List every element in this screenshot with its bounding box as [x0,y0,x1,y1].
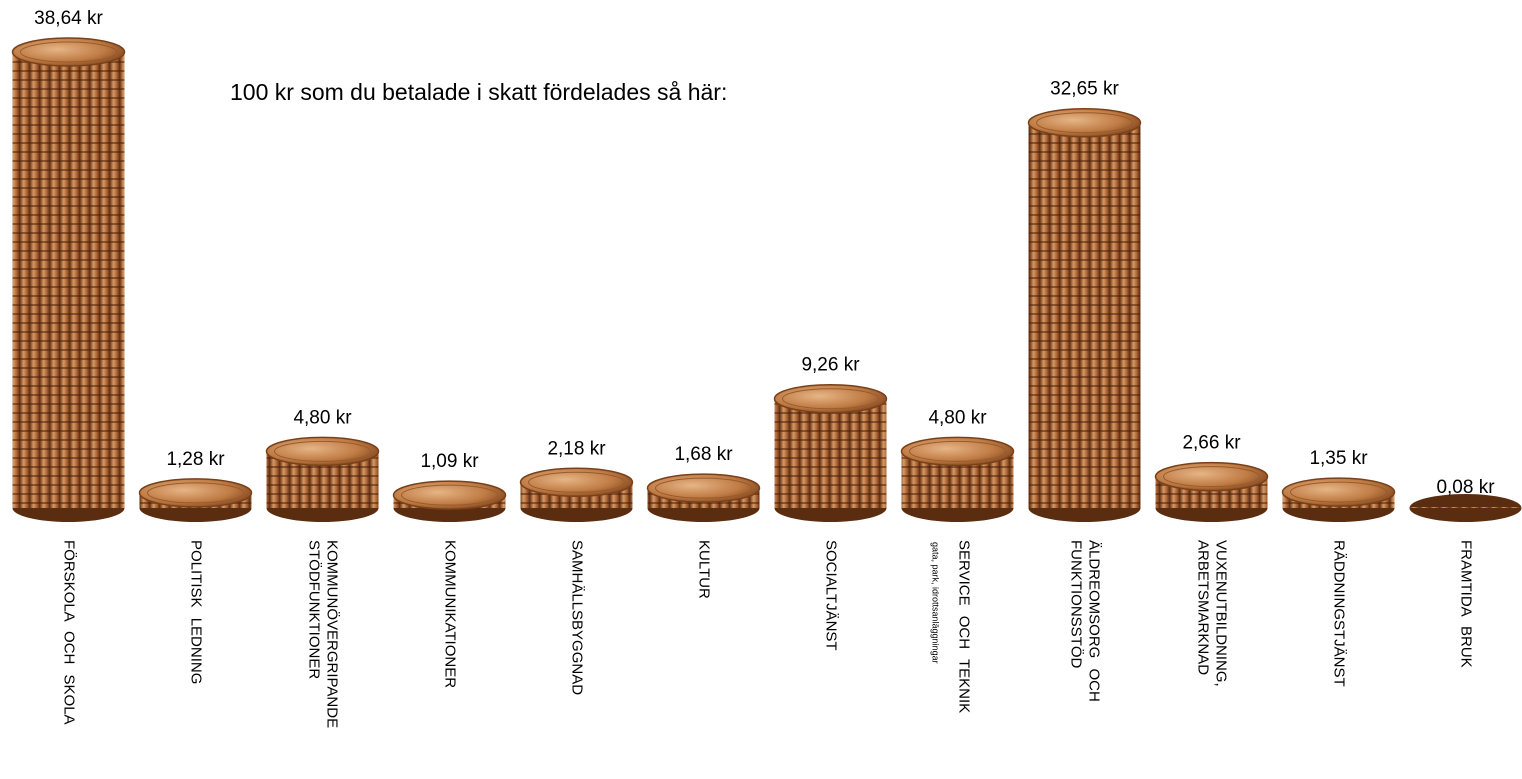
category-label: SAMHÄLLSBYGGNAD [568,540,586,696]
coin-inner [1036,112,1133,134]
category-label: SERVICE OCH TEKNIK [955,540,973,714]
value-label: 1,09 kr [420,451,479,472]
coin-stack [12,52,125,508]
category-label: ÄLDREOMSORG OCH FUNKTIONSSTÖD [1067,540,1103,702]
value-label: 1,35 kr [1309,448,1368,469]
category-label: FÖRSKOLA OCH SKOLA [60,540,78,725]
category-label: VUXENUTBILDNING, ARBETSMARKNAD [1194,540,1230,687]
coin-inner [782,388,879,410]
value-label: 2,18 kr [547,438,606,459]
coin-face [646,473,761,503]
coin-inner [1290,481,1387,503]
value-label: 38,64 kr [34,8,103,29]
value-label: 4,80 kr [928,407,987,428]
category-label: POLITISK LEDNING [187,540,205,685]
value-label: 2,66 kr [1182,433,1241,454]
coin-face [773,383,888,414]
category-note: gata, park, idrottsanläggningar [930,542,941,664]
category-label: RÄDDNINGSTJÄNST [1330,540,1348,687]
value-label: 0,08 kr [1436,477,1495,498]
category-label: FRAMTIDA BRUK [1457,540,1475,668]
chart: 100 kr som du betalade i skatt fördelade… [11,8,1522,522]
category-label: KOMMUNIKATIONER [441,540,459,689]
category-label: SOCIALTJÄNST [822,540,840,651]
coin-inner [528,471,625,493]
category-label: KULTUR [695,540,713,599]
coin-face [1281,477,1396,507]
coin-stack [1409,507,1522,508]
category-label: KOMMUNÖVERGRIPANDE STÖDFUNKTIONER [305,540,341,729]
coin-inner [1163,466,1260,488]
coin-inner [909,440,1006,462]
coin-face [900,436,1015,467]
chart-title: 100 kr som du betalade i skatt fördelade… [230,79,727,105]
value-label: 4,80 kr [293,407,352,428]
value-label: 1,28 kr [166,449,225,470]
coin-inner [655,477,752,499]
value-label: 9,26 kr [801,355,860,376]
coin-inner [147,482,244,504]
coin-face [519,467,634,498]
coin-face [1027,107,1142,138]
coin-face [265,436,380,467]
coin-face [1154,461,1269,492]
coin-inner [401,484,498,506]
coin-face [392,480,507,510]
value-label: 1,68 kr [674,444,733,465]
coin-stack [774,398,887,508]
coin-inner [274,440,371,462]
coin-stack [1028,122,1141,508]
coin-inner [20,41,117,63]
coin-face [138,478,253,508]
coin-face [11,37,126,67]
value-label: 32,65 kr [1050,79,1119,100]
